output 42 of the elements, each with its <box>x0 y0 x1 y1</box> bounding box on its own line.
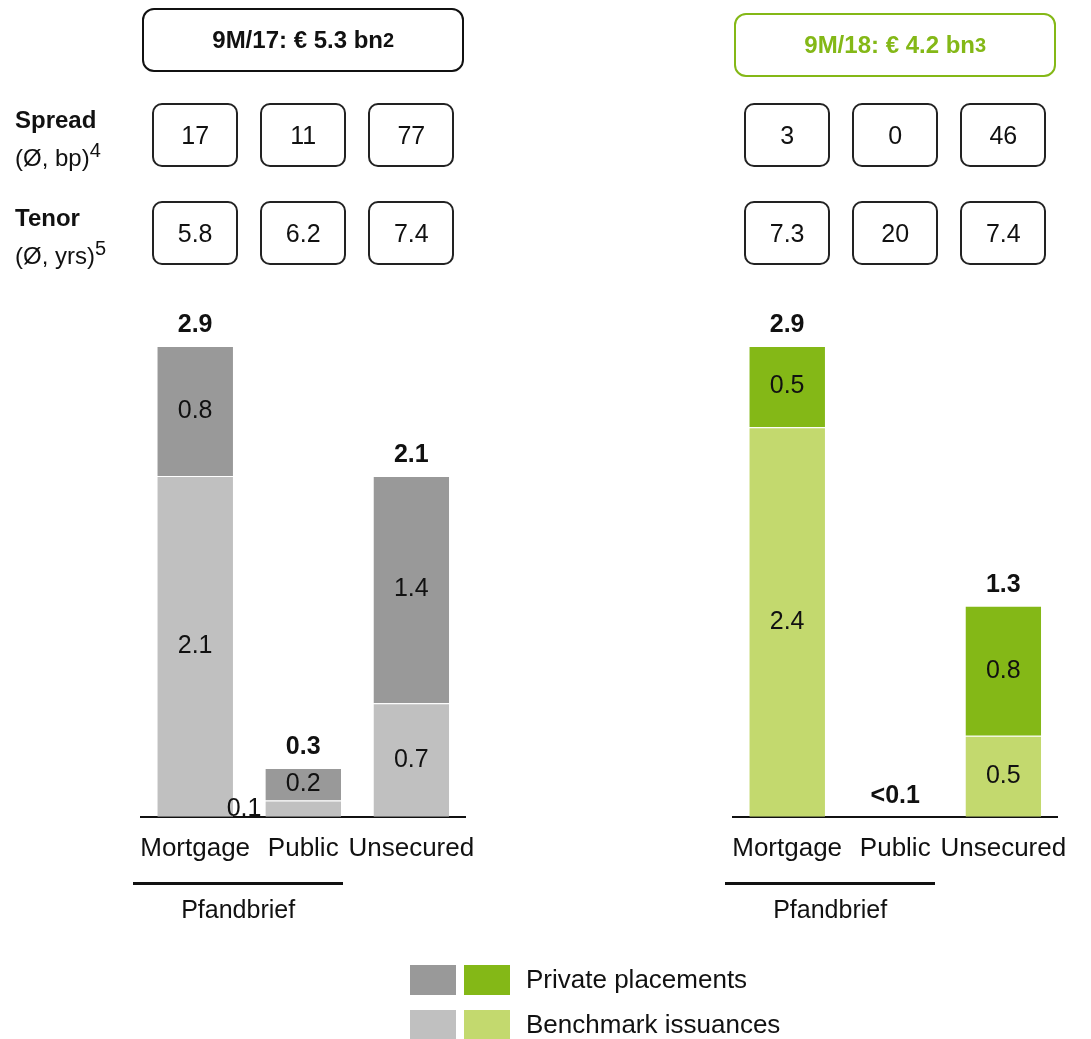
data-label: 0.7 <box>393 743 429 772</box>
text: 7.4 <box>960 201 1047 265</box>
x-tick-label: Public <box>859 831 931 862</box>
x-tick-label: Unsecured <box>348 831 475 862</box>
text: Pfandbrief <box>725 882 936 924</box>
data-label: 0.5 <box>985 760 1021 789</box>
text: Spread <box>15 105 98 135</box>
text: <0.1 <box>870 780 920 809</box>
x-tick-label: Mortgage <box>140 831 251 862</box>
data-label: 2.1 <box>177 630 213 659</box>
text: 77 <box>368 103 455 167</box>
legend-label: Benchmark issuances <box>526 1009 781 1039</box>
data-label: 0.1 <box>226 792 262 821</box>
text: 46 <box>960 103 1047 167</box>
data-label: 2.4 <box>769 605 805 634</box>
x-tick-label: Public <box>267 831 339 862</box>
text: 17 <box>152 103 239 167</box>
data-label: 1.4 <box>393 573 429 602</box>
total-label: 1.3 <box>985 569 1021 598</box>
x-tick-label: Unsecured <box>940 831 1067 862</box>
total-label: 2.9 <box>177 309 213 338</box>
text: 11 <box>260 103 347 167</box>
text: (Ø, bp)$^{4}$ <box>15 139 101 171</box>
text: 20 <box>852 201 939 265</box>
data-label: 0.8 <box>177 394 213 423</box>
text: 5.8 <box>152 201 239 265</box>
text: 6.2 <box>260 201 347 265</box>
text: (Ø, yrs)$^{5}$ <box>15 237 107 269</box>
text: 0 <box>852 103 939 167</box>
legend-label: Private placements <box>526 964 748 995</box>
data-label: 0.2 <box>285 768 321 797</box>
text: Tenor <box>15 203 81 233</box>
text: 7.3 <box>744 201 831 265</box>
data-label: 0.8 <box>985 654 1021 683</box>
text: 7.4 <box>368 201 455 265</box>
total-label: 2.1 <box>393 439 429 468</box>
data-label: 0.5 <box>769 370 805 399</box>
x-tick-label: Mortgage <box>732 831 843 862</box>
total-label: 2.9 <box>769 309 805 338</box>
total-label: 0.3 <box>285 731 321 760</box>
text: Pfandbrief <box>133 882 344 924</box>
text: 3 <box>744 103 831 167</box>
